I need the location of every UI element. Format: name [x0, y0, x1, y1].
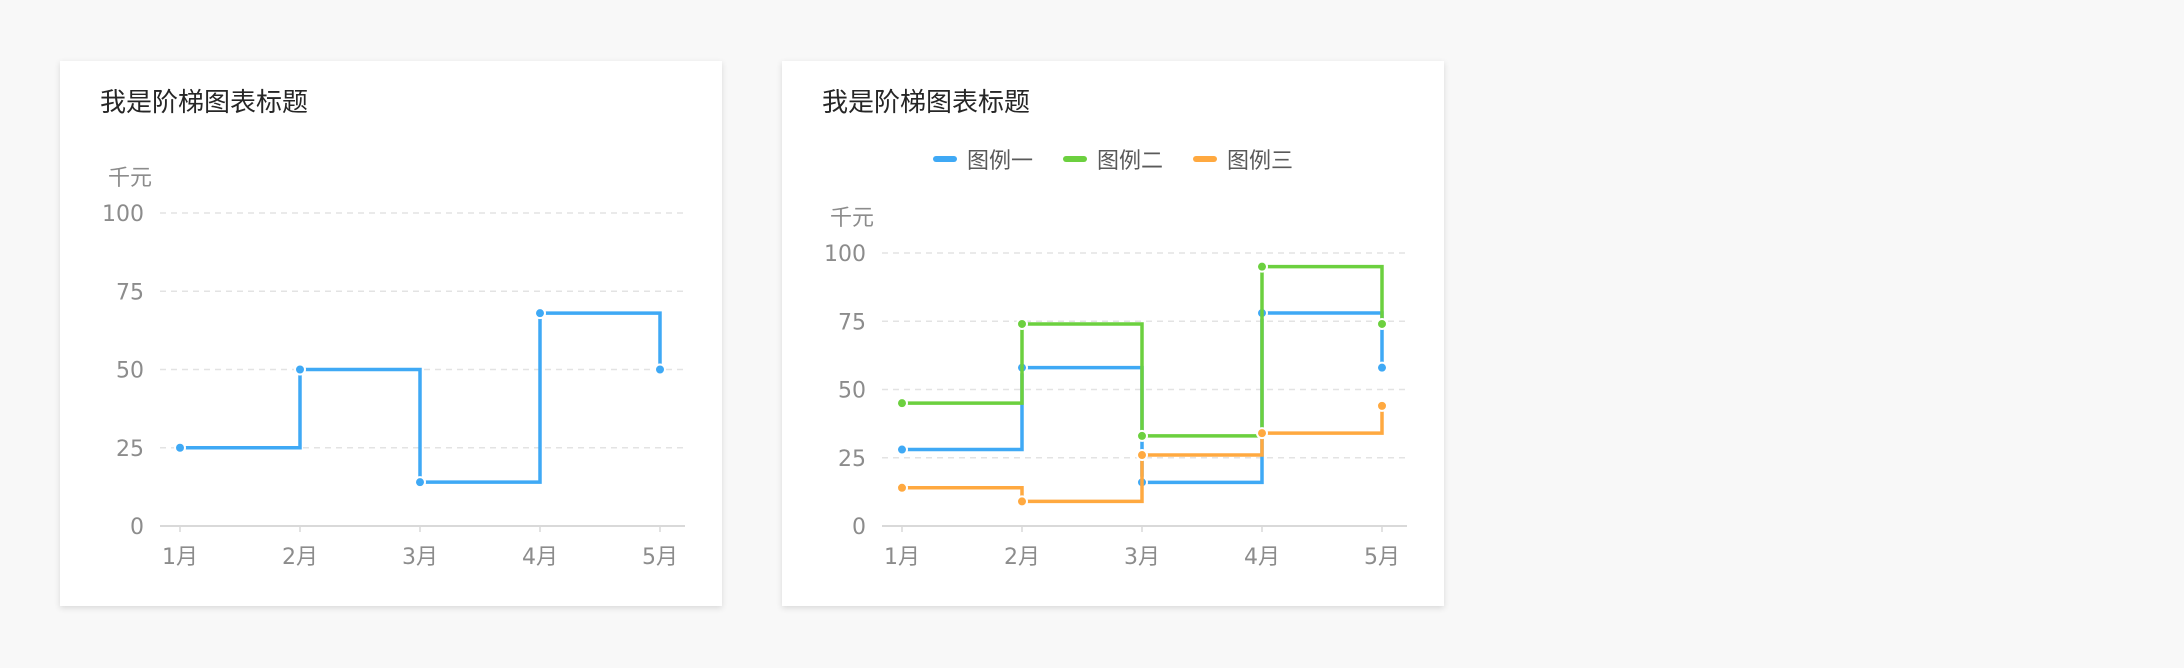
x-tick-label: 1月	[884, 545, 920, 570]
data-point	[294, 363, 306, 376]
y-tick-label: 25	[116, 437, 144, 462]
data-point	[1376, 399, 1388, 412]
data-point	[896, 481, 908, 494]
y-tick-label: 50	[838, 379, 866, 404]
data-point	[1256, 260, 1268, 273]
y-tick-label: 100	[102, 202, 144, 227]
legend-label: 图例三	[1227, 149, 1294, 174]
data-point	[1136, 449, 1148, 462]
step-chart-1: 千元 0 25 50 75 100 1月 2月 3月 4月 5月	[102, 166, 685, 570]
data-point	[1016, 317, 1028, 330]
legend-label: 图例二	[1096, 149, 1163, 174]
data-point	[1136, 429, 1148, 442]
data-point	[414, 476, 426, 489]
y-tick-label: 50	[116, 359, 144, 384]
step-chart-card-2: 我是阶梯图表标题 图例一 图例二 图例三 千元 0 25 50 75 100 1月 2月 3月 4月 5…	[782, 61, 1444, 606]
data-point	[1376, 361, 1388, 374]
data-point	[654, 363, 666, 376]
legend-swatch	[1062, 156, 1087, 162]
x-tick-label: 4月	[522, 545, 558, 570]
y-tick-label: 75	[838, 310, 866, 335]
chart-title: 我是阶梯图表标题	[822, 88, 1031, 118]
y-tick-label: 25	[838, 447, 866, 472]
data-point	[174, 441, 186, 454]
legend-swatch	[1193, 156, 1217, 162]
legend-item[interactable]: 图例一	[932, 143, 1033, 175]
y-tick-label: 0	[130, 515, 144, 540]
data-point	[1016, 495, 1028, 508]
data-point	[534, 307, 546, 320]
x-tick-label: 5月	[1364, 545, 1400, 570]
series-line-2	[902, 264, 1384, 438]
y-tick-label: 100	[824, 242, 866, 267]
legend-swatch	[932, 156, 957, 162]
step-chart-card-1: 我是阶梯图表标题 千元 0 25 50 75 100 1月 2月 3月 4月 5月	[60, 61, 722, 606]
legend-item[interactable]: 图例三	[1193, 143, 1293, 175]
y-axis-label: 千元	[108, 166, 152, 191]
chart-title: 我是阶梯图表标题	[100, 88, 309, 118]
data-point	[1256, 427, 1268, 440]
step-chart-2: 千元 0 25 50 75 100 1月 2月 3月 4月 5月	[824, 206, 1407, 570]
x-tick-label: 3月	[402, 545, 438, 570]
data-point	[1376, 317, 1388, 330]
x-tick-label: 4月	[1244, 545, 1280, 570]
x-tick-label: 1月	[162, 545, 198, 570]
data-point	[896, 397, 908, 410]
legend-item[interactable]: 图例二	[1062, 143, 1163, 175]
y-axis-label: 千元	[830, 206, 874, 231]
data-point	[896, 443, 908, 456]
y-tick-label: 75	[116, 280, 144, 305]
x-tick-label: 2月	[282, 545, 318, 570]
series-line-1	[180, 311, 662, 484]
x-tick-label: 2月	[1004, 545, 1040, 570]
legend-label: 图例一	[966, 149, 1033, 174]
chart-legend: 图例一 图例二 图例三	[782, 143, 1444, 175]
x-tick-label: 3月	[1124, 545, 1160, 570]
y-tick-label: 0	[852, 515, 866, 540]
x-tick-label: 5月	[642, 545, 678, 570]
